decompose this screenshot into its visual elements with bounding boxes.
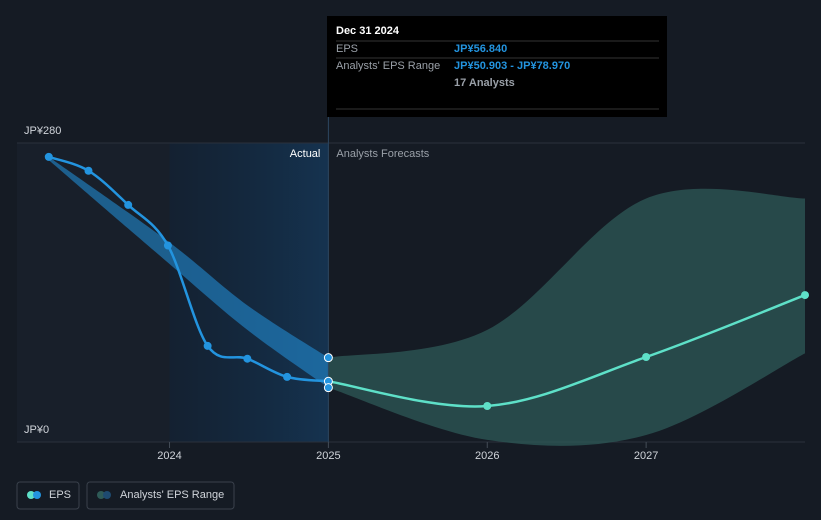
legend-item[interactable] xyxy=(16,481,80,510)
eps-point xyxy=(44,152,53,161)
legend-label: EPS xyxy=(49,489,71,501)
tooltip-date: Dec 31 2024 xyxy=(336,25,400,37)
eps-line xyxy=(48,155,329,383)
legend-label: Analysts' EPS Range xyxy=(120,489,224,501)
legend-icon xyxy=(27,491,35,499)
tooltip-note: 17 Analysts xyxy=(454,77,515,89)
eps-point xyxy=(163,241,172,250)
x-tick-label: 2025 xyxy=(316,450,340,462)
tooltip-value: JP¥50.903 - JP¥78.970 xyxy=(454,60,570,72)
tooltip: Dec 31 2024 EPS JP¥56.840 Analysts' EPS … xyxy=(327,16,667,117)
eps-point xyxy=(124,200,133,209)
eps-point xyxy=(483,402,492,411)
range-band xyxy=(48,156,329,388)
past-background xyxy=(17,143,170,442)
eps-point xyxy=(283,372,292,381)
eps-point xyxy=(642,352,651,361)
legend: EPS Analysts' EPS Range xyxy=(16,481,235,510)
y-tick-label: JP¥0 xyxy=(24,424,49,436)
tooltip-box xyxy=(327,16,667,117)
actual-label: Actual xyxy=(290,148,321,160)
legend-icon xyxy=(33,491,41,499)
forecast-label: Analysts Forecasts xyxy=(336,148,429,160)
legend-icon xyxy=(103,491,111,499)
eps-point xyxy=(203,341,212,350)
tooltip-label: Analysts' EPS Range xyxy=(336,60,440,72)
eps-point xyxy=(84,166,93,175)
plot-area: JP¥0 JP¥280 2024 2025 2026 2027 Actual Analysts… xyxy=(17,117,809,462)
tooltip-label: EPS xyxy=(336,43,358,55)
eps-point xyxy=(243,354,252,363)
eps-line xyxy=(328,293,806,408)
legend-item[interactable] xyxy=(86,481,235,510)
range-point xyxy=(323,383,333,393)
x-tick-label: 2026 xyxy=(475,450,499,462)
eps-point xyxy=(801,291,809,300)
past-highlight xyxy=(169,143,329,442)
y-tick-label: JP¥280 xyxy=(24,125,61,137)
tooltip-value: JP¥56.840 xyxy=(454,43,507,55)
x-tick-label: 2027 xyxy=(634,450,658,462)
range-band xyxy=(328,188,805,446)
range-point xyxy=(323,353,333,363)
legend-icon xyxy=(97,491,105,499)
x-tick-label: 2024 xyxy=(157,450,181,462)
